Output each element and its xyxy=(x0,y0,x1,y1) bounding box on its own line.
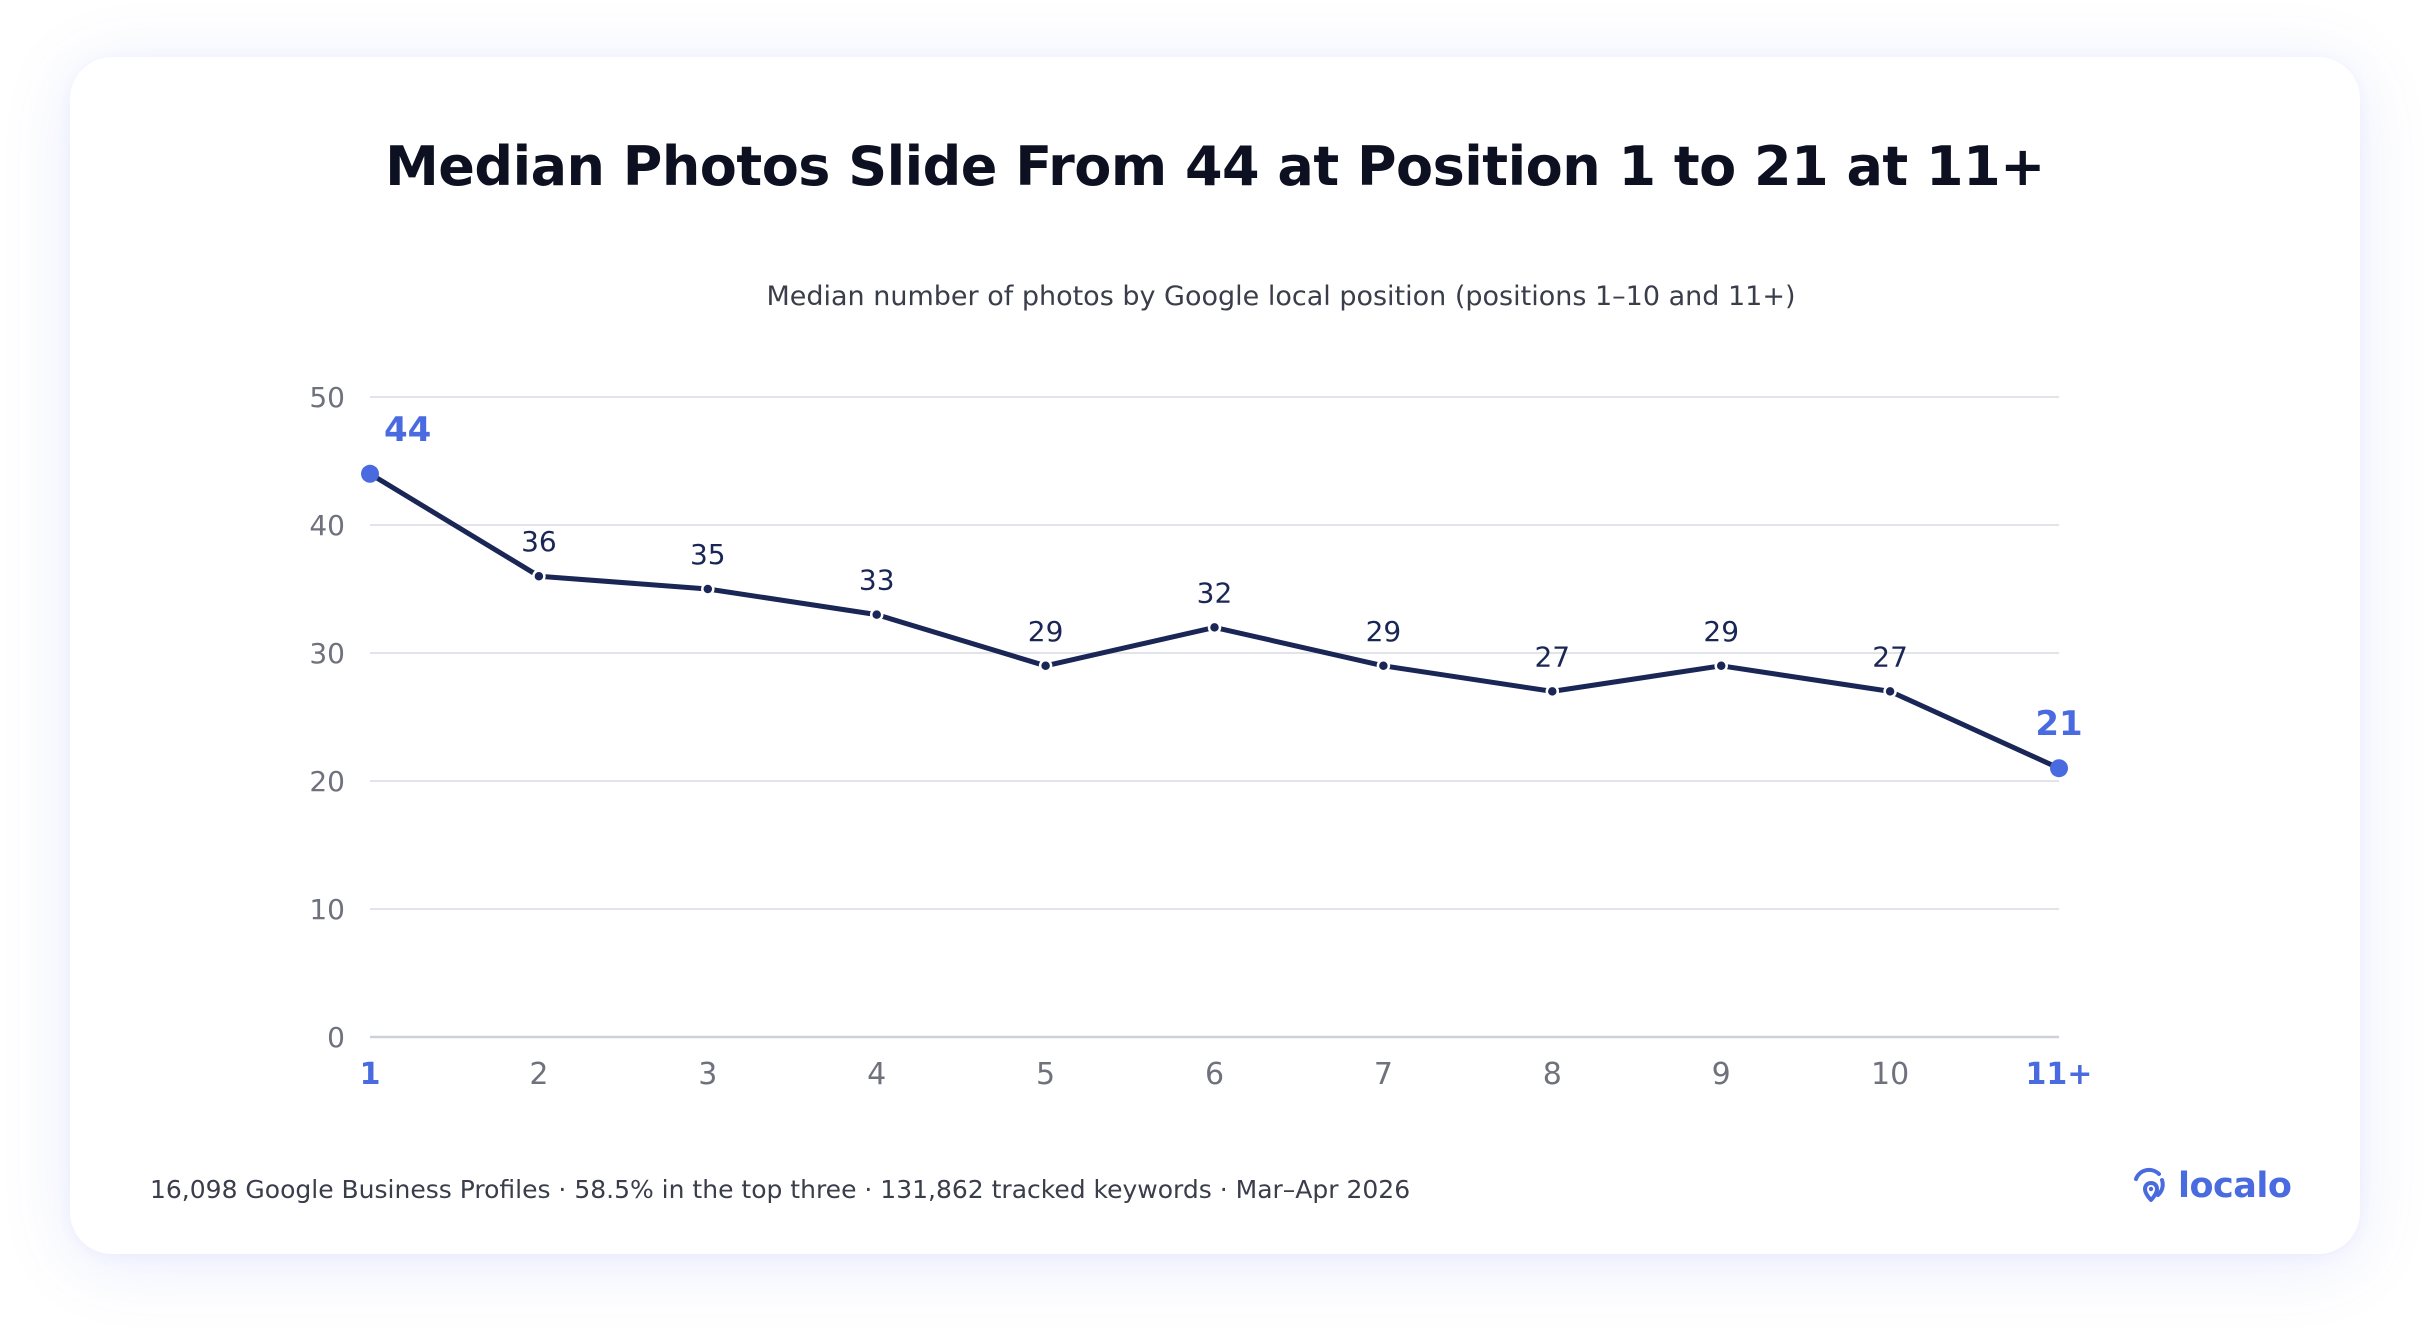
data-point xyxy=(1376,659,1391,673)
x-tick-label: 3 xyxy=(698,1057,717,1092)
y-tick-label: 20 xyxy=(309,765,345,798)
data-label: 29 xyxy=(1703,615,1739,648)
data-point xyxy=(532,569,546,583)
data-point xyxy=(1714,659,1728,673)
y-tick-label: 10 xyxy=(309,893,345,926)
data-point xyxy=(701,582,715,596)
y-tick-label: 30 xyxy=(309,637,345,670)
data-point xyxy=(1545,684,1560,699)
y-tick-label: 40 xyxy=(309,509,345,542)
y-tick-label: 0 xyxy=(327,1021,345,1054)
footer-note: 16,098 Google Business Profiles · 58.5% … xyxy=(150,1175,1411,1204)
data-point-highlight xyxy=(361,464,379,483)
x-tick-label: 9 xyxy=(1712,1057,1731,1092)
data-label: 29 xyxy=(1366,615,1402,648)
data-label: 33 xyxy=(859,564,895,597)
chart-title: Median Photos Slide From 44 at Position … xyxy=(385,135,2045,198)
x-tick-label: 10 xyxy=(1871,1057,1909,1092)
x-tick-label: 1 xyxy=(360,1057,381,1092)
data-point xyxy=(1883,684,1897,699)
data-label-highlight: 21 xyxy=(2035,704,2082,744)
data-label: 27 xyxy=(1534,640,1570,673)
data-labels: 44 36 35 33 29 32 29 27 29 27 21 xyxy=(384,410,2083,744)
gridlines xyxy=(370,396,2059,1039)
data-point-highlight xyxy=(2050,759,2068,778)
x-tick-label: 5 xyxy=(1036,1057,1055,1092)
chart-card xyxy=(70,57,2360,1254)
series-photos xyxy=(361,464,2068,778)
data-label: 36 xyxy=(521,525,557,558)
x-tick-label: 2 xyxy=(529,1057,548,1092)
data-point xyxy=(1038,659,1053,673)
x-tick-label: 11+ xyxy=(2026,1057,2093,1092)
y-axis: 0 10 20 30 40 50 xyxy=(309,381,345,1054)
data-point xyxy=(1207,620,1222,635)
data-point xyxy=(869,607,884,622)
x-tick-label: 8 xyxy=(1543,1057,1562,1092)
x-tick-label: 4 xyxy=(867,1057,886,1092)
location-pin-rings-icon xyxy=(2134,1167,2165,1202)
x-axis: 1 2 3 4 5 6 7 8 9 10 11+ xyxy=(360,1057,2093,1092)
data-label: 32 xyxy=(1197,576,1233,609)
data-label: 27 xyxy=(1872,640,1908,673)
data-label: 35 xyxy=(690,538,726,571)
brand-name: localo xyxy=(2178,1165,2292,1206)
data-label: 29 xyxy=(1028,615,1064,648)
data-label-highlight: 44 xyxy=(384,410,431,450)
x-tick-label: 7 xyxy=(1374,1057,1393,1092)
x-tick-label: 6 xyxy=(1205,1057,1224,1092)
y-tick-label: 50 xyxy=(309,381,345,414)
chart-subtitle: Median number of photos by Google local … xyxy=(766,281,1796,312)
brand-logo: localo xyxy=(2128,1160,2292,1212)
